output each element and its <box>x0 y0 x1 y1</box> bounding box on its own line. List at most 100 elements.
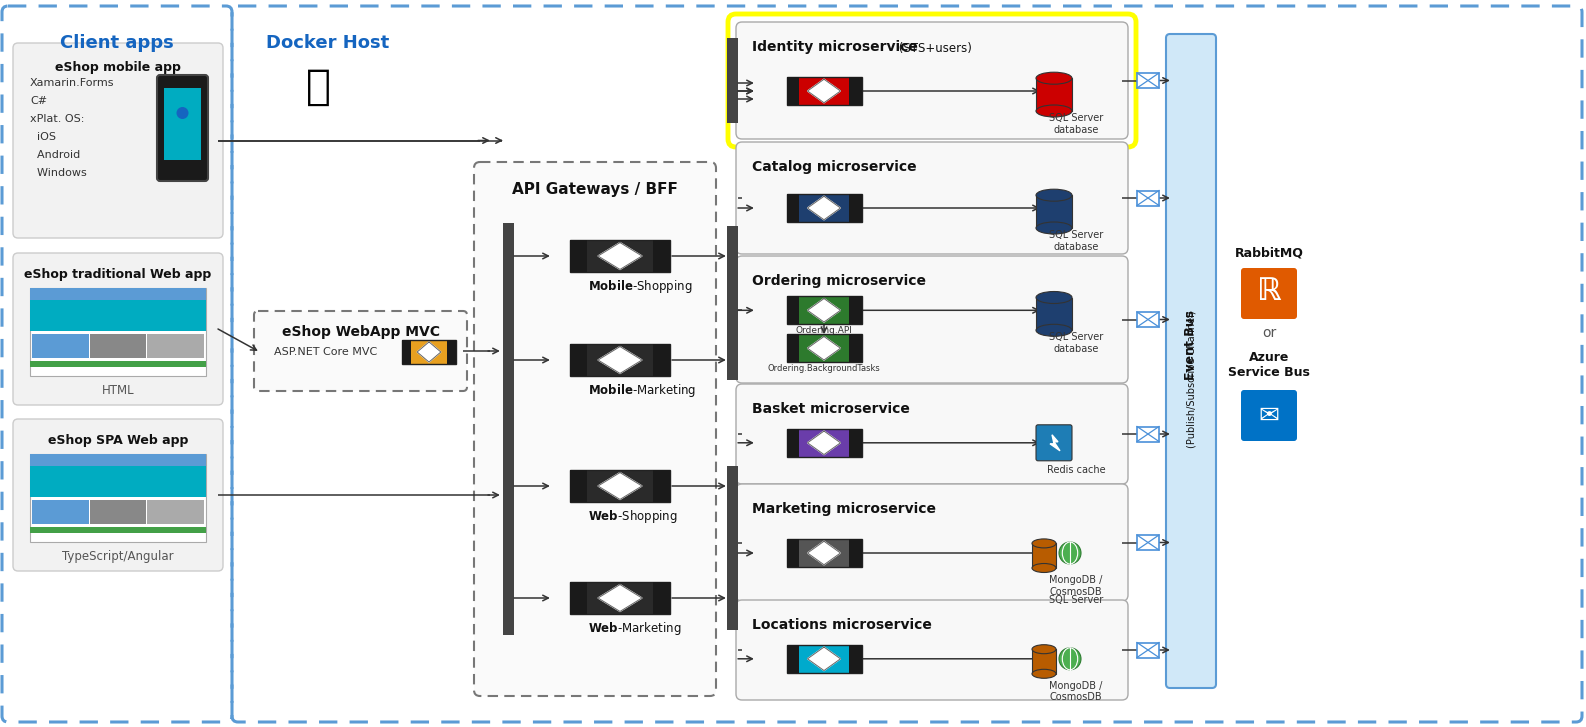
Polygon shape <box>598 473 642 499</box>
Bar <box>401 340 457 364</box>
Text: API Gateways / BFF: API Gateways / BFF <box>512 182 677 197</box>
Text: Docker Host: Docker Host <box>266 34 390 52</box>
FancyBboxPatch shape <box>736 256 1128 383</box>
Polygon shape <box>417 342 441 362</box>
FancyBboxPatch shape <box>1240 390 1297 441</box>
Polygon shape <box>807 79 841 103</box>
FancyBboxPatch shape <box>13 419 224 571</box>
Bar <box>1036 196 1072 228</box>
Bar <box>1137 312 1159 327</box>
Polygon shape <box>598 243 642 270</box>
Bar <box>401 340 411 364</box>
Ellipse shape <box>1036 189 1072 201</box>
Bar <box>849 539 861 567</box>
Polygon shape <box>807 431 841 454</box>
FancyBboxPatch shape <box>254 311 466 391</box>
Text: 🐳: 🐳 <box>306 66 330 108</box>
Bar <box>30 454 206 542</box>
Bar <box>787 334 861 362</box>
Polygon shape <box>807 299 841 322</box>
FancyBboxPatch shape <box>1036 425 1072 461</box>
Bar <box>787 429 861 457</box>
Text: $\mathbf{Mobile}$-Marketing: $\mathbf{Mobile}$-Marketing <box>588 382 696 399</box>
Text: $\mathbf{Web}$-Shopping: $\mathbf{Web}$-Shopping <box>588 508 677 525</box>
Ellipse shape <box>1032 645 1056 654</box>
Ellipse shape <box>1032 563 1056 572</box>
Bar <box>163 88 201 160</box>
Text: eShop SPA Web app: eShop SPA Web app <box>48 434 189 447</box>
Text: iOS: iOS <box>30 132 56 142</box>
Bar <box>726 226 737 380</box>
Text: SQL Server
database: SQL Server database <box>1048 332 1104 354</box>
Ellipse shape <box>1036 72 1072 84</box>
FancyBboxPatch shape <box>736 384 1128 484</box>
Bar <box>849 645 861 672</box>
Text: (Publish/Subscribe Channel): (Publish/Subscribe Channel) <box>1186 310 1196 448</box>
Text: Locations microservice: Locations microservice <box>752 618 933 632</box>
Bar <box>1036 297 1072 330</box>
Text: Ordering microservice: Ordering microservice <box>752 274 926 288</box>
Bar <box>32 499 89 524</box>
Bar <box>787 77 799 105</box>
Text: $\mathbf{Web}$-Marketing: $\mathbf{Web}$-Marketing <box>588 620 682 637</box>
Text: RabbitMQ: RabbitMQ <box>1234 246 1304 259</box>
Text: MongoDB /
CosmosDB: MongoDB / CosmosDB <box>1050 575 1102 597</box>
Text: or: or <box>1262 326 1277 340</box>
Bar <box>147 334 205 358</box>
Bar <box>726 38 737 123</box>
FancyBboxPatch shape <box>736 22 1128 139</box>
Text: Android: Android <box>30 150 81 160</box>
Polygon shape <box>598 585 642 611</box>
Polygon shape <box>1050 435 1059 451</box>
Text: Event Bus: Event Bus <box>1185 310 1197 380</box>
Text: Azure
Service Bus: Azure Service Bus <box>1228 351 1310 379</box>
Text: HTML: HTML <box>102 384 135 397</box>
Bar <box>569 470 669 502</box>
Text: ℝ: ℝ <box>1256 276 1281 305</box>
FancyBboxPatch shape <box>474 162 715 696</box>
Bar <box>726 466 737 630</box>
FancyBboxPatch shape <box>1240 268 1297 319</box>
Bar <box>849 429 861 457</box>
Bar <box>1032 649 1056 674</box>
Bar <box>1137 73 1159 88</box>
Ellipse shape <box>1036 105 1072 117</box>
Text: SQL Server
database: SQL Server database <box>1048 113 1104 134</box>
Bar <box>30 361 206 367</box>
Bar <box>30 454 206 466</box>
Polygon shape <box>598 347 642 374</box>
Bar <box>569 582 587 614</box>
Text: ASP.NET Core MVC: ASP.NET Core MVC <box>274 347 377 357</box>
Bar <box>787 645 799 672</box>
FancyBboxPatch shape <box>736 142 1128 254</box>
Bar <box>30 300 206 331</box>
FancyBboxPatch shape <box>13 253 224 405</box>
Bar <box>569 344 587 376</box>
Bar <box>787 297 799 324</box>
Bar <box>447 340 457 364</box>
Bar <box>787 194 799 222</box>
Bar <box>787 334 799 362</box>
Bar <box>653 470 669 502</box>
Bar <box>787 539 799 567</box>
Bar <box>787 77 861 105</box>
Text: eShop traditional Web app: eShop traditional Web app <box>24 268 211 281</box>
Bar <box>1137 190 1159 206</box>
Text: Identity microservice: Identity microservice <box>752 40 918 54</box>
Bar <box>653 582 669 614</box>
Text: Ordering.API: Ordering.API <box>796 326 852 335</box>
Bar <box>503 223 514 635</box>
Bar <box>1032 543 1056 568</box>
Text: xPlat. OS:: xPlat. OS: <box>30 114 84 124</box>
Bar <box>30 466 206 497</box>
Bar <box>1036 79 1072 111</box>
Text: Redis cache: Redis cache <box>1047 465 1105 475</box>
Bar <box>849 77 861 105</box>
Text: SQL Server: SQL Server <box>1048 595 1104 605</box>
Bar <box>787 297 861 324</box>
Bar <box>787 539 861 567</box>
FancyBboxPatch shape <box>736 484 1128 601</box>
Ellipse shape <box>1036 292 1072 303</box>
Bar <box>1137 535 1159 550</box>
Bar <box>1137 427 1159 441</box>
